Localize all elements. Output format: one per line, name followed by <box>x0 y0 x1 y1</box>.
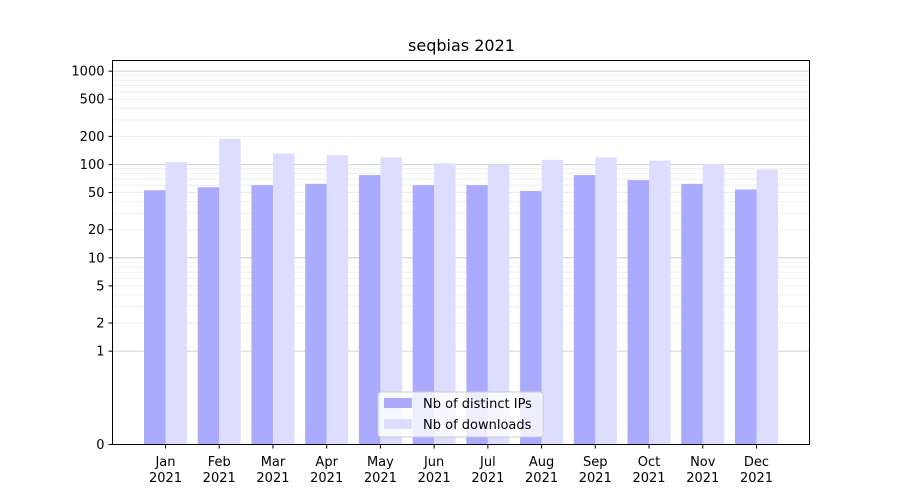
bar-downloads <box>595 157 617 445</box>
x-tick-label-month: Apr <box>315 455 338 470</box>
x-tick-label-year: 2021 <box>632 471 665 486</box>
bar-downloads <box>219 138 241 445</box>
y-axis: 0 1 2 5 10 20 50 100 200 500 1000 <box>71 65 113 453</box>
x-tick-label-year: 2021 <box>579 471 612 486</box>
bar-distinct-ips <box>197 187 220 445</box>
bar-downloads <box>756 169 778 445</box>
legend-swatch-distinct-ips <box>384 398 412 408</box>
bar-distinct-ips <box>305 183 327 445</box>
bars-layer <box>144 138 778 445</box>
x-tick-label-month: Mar <box>261 455 286 470</box>
bar-downloads <box>272 153 295 445</box>
bar-downloads <box>326 155 349 445</box>
x-tick-label-month: Jul <box>479 455 496 470</box>
bar-distinct-ips <box>251 185 273 445</box>
bar-downloads <box>434 163 456 445</box>
legend: Nb of distinct IPs Nb of downloads <box>377 391 544 438</box>
y-tick-label: 1000 <box>71 65 104 80</box>
bar-downloads <box>702 164 725 445</box>
bar-distinct-ips <box>735 189 757 445</box>
x-tick-label-month: May <box>367 455 394 470</box>
y-tick-label: 200 <box>80 130 105 145</box>
x-tick-label-year: 2021 <box>525 471 558 486</box>
y-tick-label: 1 <box>96 345 104 360</box>
bar-distinct-ips <box>412 185 435 445</box>
bar-distinct-ips <box>681 183 703 445</box>
y-tick-label: 2 <box>96 317 104 332</box>
x-tick-label-month: Dec <box>744 455 769 470</box>
legend-box <box>377 391 544 438</box>
x-tick-label-year: 2021 <box>740 471 773 486</box>
x-tick-label-year: 2021 <box>471 471 504 486</box>
bar-downloads <box>380 157 402 445</box>
x-tick-label-month: Jan <box>154 455 175 470</box>
x-tick-label-year: 2021 <box>310 471 343 486</box>
y-tick-label: 10 <box>88 251 105 266</box>
bar-distinct-ips <box>627 180 650 445</box>
x-tick-label-month: Feb <box>208 455 231 470</box>
bar-distinct-ips <box>520 190 542 445</box>
x-tick-label-year: 2021 <box>686 471 719 486</box>
y-tick-label: 50 <box>88 186 105 201</box>
x-axis: Jan2021Feb2021Mar2021Apr2021May2021Jun20… <box>149 444 773 486</box>
y-tick-label: 500 <box>80 93 105 108</box>
x-tick-label-month: Sep <box>583 455 608 470</box>
y-tick-label: 20 <box>88 223 105 238</box>
plot-frame <box>112 60 810 445</box>
bar-downloads <box>165 162 187 445</box>
y-tick-label: 5 <box>96 279 104 294</box>
y-tick-label: 0 <box>96 438 104 453</box>
chart-title: seqbias 2021 <box>408 36 515 55</box>
x-tick-label-year: 2021 <box>364 471 397 486</box>
legend-label-distinct-ips: Nb of distinct IPs <box>423 397 532 412</box>
x-tick-label-year: 2021 <box>418 471 451 486</box>
x-tick-label-month: Aug <box>529 455 554 470</box>
bar-distinct-ips <box>573 175 596 445</box>
x-tick-label-year: 2021 <box>203 471 236 486</box>
legend-label-downloads: Nb of downloads <box>423 418 532 433</box>
y-tick-label: 100 <box>80 158 105 173</box>
x-tick-label-year: 2021 <box>149 471 182 486</box>
x-tick-label-month: Nov <box>690 455 716 470</box>
bar-distinct-ips <box>358 175 381 445</box>
bar-downloads <box>487 164 510 445</box>
bar-downloads <box>541 159 564 445</box>
x-tick-label-year: 2021 <box>256 471 289 486</box>
bar-distinct-ips <box>144 190 166 445</box>
bar-distinct-ips <box>466 185 488 445</box>
axes-layer <box>112 60 810 445</box>
legend-swatch-downloads <box>384 419 412 429</box>
x-tick-label-month: Oct <box>638 455 660 470</box>
x-tick-label-month: Jun <box>423 455 444 470</box>
bar-downloads <box>649 160 671 445</box>
